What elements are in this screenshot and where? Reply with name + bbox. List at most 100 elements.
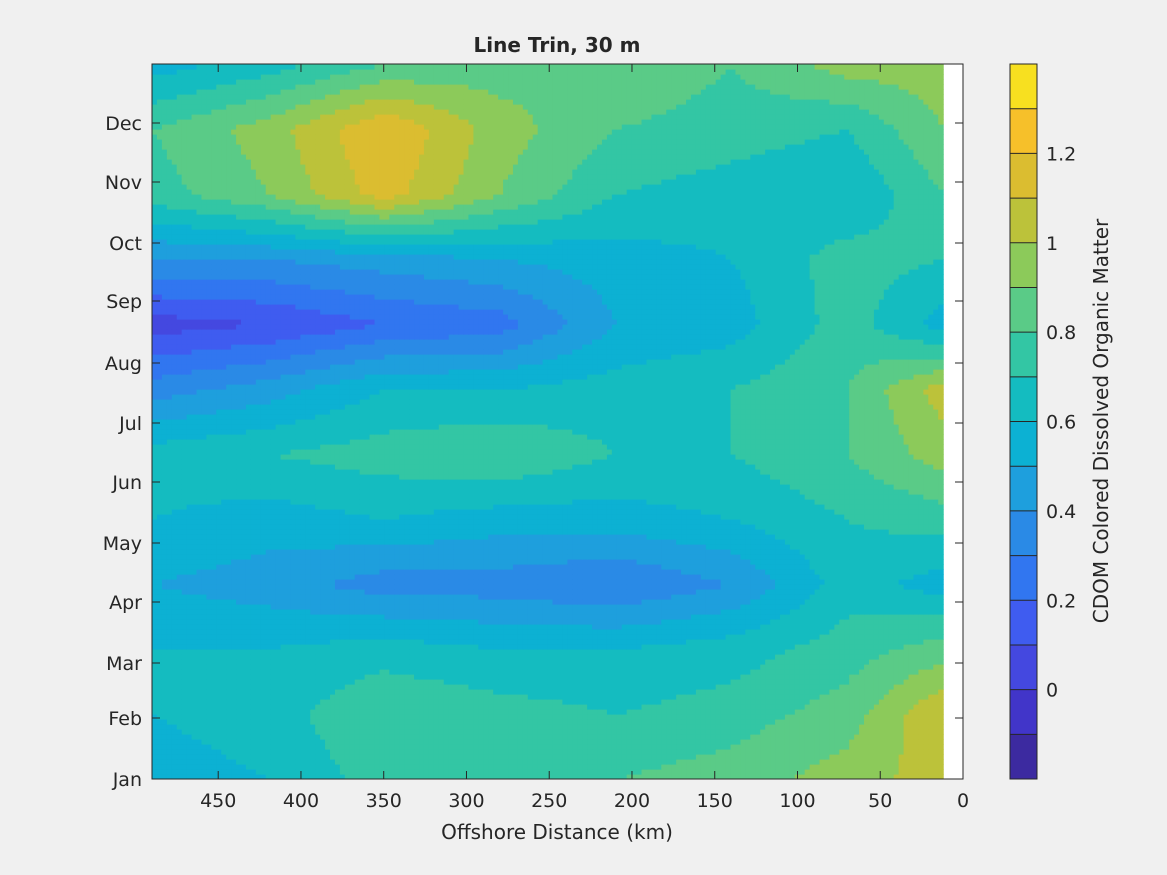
- contour-cell: [587, 669, 593, 675]
- contour-cell: [547, 739, 554, 745]
- contour-cell: [854, 629, 860, 635]
- contour-cell: [577, 689, 583, 695]
- contour-cell: [245, 754, 252, 760]
- contour-cell: [330, 629, 336, 635]
- contour-cell: [809, 724, 816, 730]
- contour-cell: [760, 724, 766, 730]
- contour-cell: [700, 654, 707, 660]
- contour-cell: [161, 669, 168, 675]
- contour-cell: [181, 719, 188, 725]
- contour-cell: [423, 764, 430, 770]
- contour-cell: [928, 769, 934, 775]
- contour-cell: [166, 689, 173, 695]
- contour-cell: [883, 639, 890, 645]
- contour-cell: [868, 739, 875, 745]
- contour-cell: [517, 764, 524, 770]
- contour-cell: [463, 739, 470, 745]
- contour-cell: [547, 769, 554, 775]
- contour-cell: [933, 649, 939, 655]
- contour-cell: [181, 689, 188, 695]
- contour-cell: [394, 674, 400, 680]
- contour-cell: [735, 774, 741, 779]
- contour-cell: [666, 644, 672, 650]
- contour-cell: [527, 729, 534, 735]
- contour-cell: [419, 774, 425, 779]
- contour-cell: [631, 744, 638, 750]
- contour-cell: [666, 714, 672, 720]
- contour-cell: [409, 644, 415, 650]
- contour-cell: [414, 634, 420, 640]
- contour-cell: [651, 759, 657, 765]
- contour-cell: [191, 634, 198, 640]
- contour-cell: [156, 749, 163, 755]
- contour-cell: [690, 629, 697, 635]
- contour-cell: [918, 749, 924, 755]
- contour-cell: [428, 659, 435, 665]
- contour-cell: [918, 729, 924, 735]
- contour-cell: [201, 644, 207, 650]
- contour-cell: [221, 629, 227, 635]
- contour-cell: [814, 669, 821, 675]
- contour-cell: [844, 649, 850, 655]
- contour-cell: [532, 714, 539, 720]
- contour-cell: [572, 719, 578, 725]
- contour-cell: [354, 684, 361, 690]
- contour-cell: [725, 724, 732, 730]
- contour-cell: [409, 734, 415, 740]
- contour-cell: [532, 729, 539, 735]
- contour-cell: [676, 679, 682, 685]
- contour-cell: [354, 764, 361, 770]
- contour-cell: [433, 654, 440, 660]
- contour-cell: [725, 659, 732, 665]
- contour-cell: [201, 744, 207, 750]
- contour-cell: [152, 739, 158, 745]
- contour-cell: [330, 759, 336, 765]
- contour-cell: [626, 704, 633, 710]
- contour-cell: [448, 744, 455, 750]
- contour-cell: [903, 774, 910, 779]
- contour-cell: [191, 754, 198, 760]
- contour-cell: [710, 734, 717, 740]
- contour-cell: [414, 714, 420, 720]
- contour-cell: [913, 699, 920, 705]
- contour-cell: [735, 714, 741, 720]
- contour-cell: [245, 654, 252, 660]
- contour-cell: [310, 704, 316, 710]
- contour-cell: [532, 669, 539, 675]
- contour-cell: [181, 659, 188, 665]
- contour-cell: [285, 739, 292, 745]
- contour-cell: [478, 769, 484, 775]
- contour-cell: [290, 649, 296, 655]
- contour-cell: [794, 659, 801, 665]
- contour-cell: [508, 709, 514, 715]
- contour-cell: [784, 739, 791, 745]
- contour-cell: [285, 634, 292, 640]
- contour-cell: [483, 769, 489, 775]
- contour-cell: [295, 734, 301, 740]
- contour-cell: [829, 654, 835, 660]
- contour-cell: [745, 714, 751, 720]
- contour-cell: [508, 759, 514, 765]
- contour-cell: [186, 759, 193, 765]
- contour-cell: [364, 624, 371, 630]
- contour-cell: [552, 709, 559, 715]
- contour-cell: [656, 774, 662, 779]
- contour-cell: [745, 734, 751, 740]
- contour-cell: [789, 729, 796, 735]
- contour-cell: [245, 619, 252, 625]
- contour-cell: [290, 659, 296, 665]
- contour-cell: [864, 774, 870, 779]
- contour-cell: [438, 669, 445, 675]
- contour-cell: [779, 724, 786, 730]
- contour-cell: [473, 679, 479, 685]
- contour-cell: [700, 634, 707, 640]
- contour-cell: [606, 664, 613, 670]
- contour-cell: [883, 774, 890, 779]
- contour-cell: [438, 659, 445, 665]
- contour-cell: [339, 704, 346, 710]
- contour-cell: [641, 764, 648, 770]
- contour-cell: [245, 734, 252, 740]
- contour-cell: [839, 749, 845, 755]
- contour-cell: [508, 744, 514, 750]
- contour-cell: [211, 724, 217, 730]
